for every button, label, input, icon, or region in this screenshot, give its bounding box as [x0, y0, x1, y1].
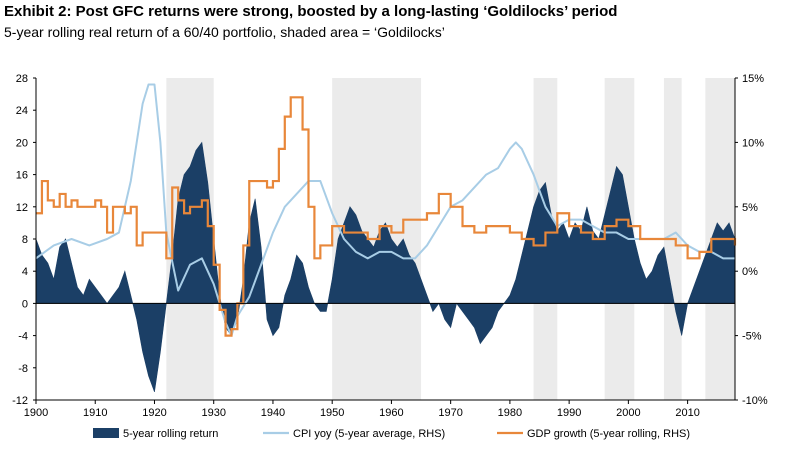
y-left-tick-label: 20: [16, 137, 28, 149]
y-left-tick-label: 4: [22, 266, 28, 278]
x-tick-label: 2000: [616, 407, 640, 419]
y-left-tick-label: 12: [16, 202, 28, 214]
y-right-tick-label: 5%: [742, 202, 758, 214]
chart-title: Exhibit 2: Post GFC returns were strong,…: [4, 3, 618, 20]
y-right-tick-label: 15%: [742, 73, 764, 85]
y-right-tick-label: 10%: [742, 137, 764, 149]
cpi-line: [35, 83, 735, 337]
legend-label: CPI yoy (5-year average, RHS): [293, 428, 445, 440]
chart-axes: 28 24 20 16 12 8 4 0 -4 -8 -12 15% 10% 5% 0% -5% -10% 190…: [12, 73, 768, 419]
legend-swatch-returns: [93, 428, 119, 438]
y-left-tick-label: -12: [12, 395, 28, 407]
y-right-tick-label: -10%: [742, 395, 768, 407]
x-tick-label: 1930: [201, 407, 225, 419]
x-tick-label: 1970: [438, 407, 462, 419]
y-left-tick-label: 8: [22, 234, 28, 246]
y-left-tick-label: 16: [16, 170, 28, 182]
cpi-line-series: [35, 83, 735, 337]
y-right-tick-label: -5%: [742, 331, 762, 343]
returns-area-series: [35, 141, 736, 393]
y-left-tick-label: 28: [16, 73, 28, 85]
x-tick-label: 1990: [557, 407, 581, 419]
returns-area: [35, 141, 736, 393]
x-tick-label: 1960: [379, 407, 403, 419]
x-tick-label: 1910: [83, 407, 107, 419]
y-right-tick-label: 0%: [742, 266, 758, 278]
legend-label: 5-year rolling return: [123, 428, 218, 440]
x-tick-label: 2010: [675, 407, 699, 419]
x-tick-label: 1920: [142, 407, 166, 419]
y-left-tick-label: 0: [22, 298, 28, 310]
gdp-line: [36, 96, 737, 337]
x-tick-label: 1900: [24, 407, 48, 419]
y-left-tick-label: -8: [18, 363, 28, 375]
x-tick-label: 1980: [498, 407, 522, 419]
y-left-tick-label: -4: [18, 331, 28, 343]
x-tick-label: 1940: [261, 407, 285, 419]
chart-subtitle: 5-year rolling real return of a 60/40 po…: [4, 24, 445, 40]
y-left-tick-label: 24: [16, 105, 28, 117]
gdp-line-series: [36, 96, 737, 337]
x-tick-label: 1950: [320, 407, 344, 419]
chart-legend: 5-year rolling return CPI yoy (5-year ave…: [93, 428, 690, 440]
legend-label: GDP growth (5-year rolling, RHS): [527, 428, 690, 440]
